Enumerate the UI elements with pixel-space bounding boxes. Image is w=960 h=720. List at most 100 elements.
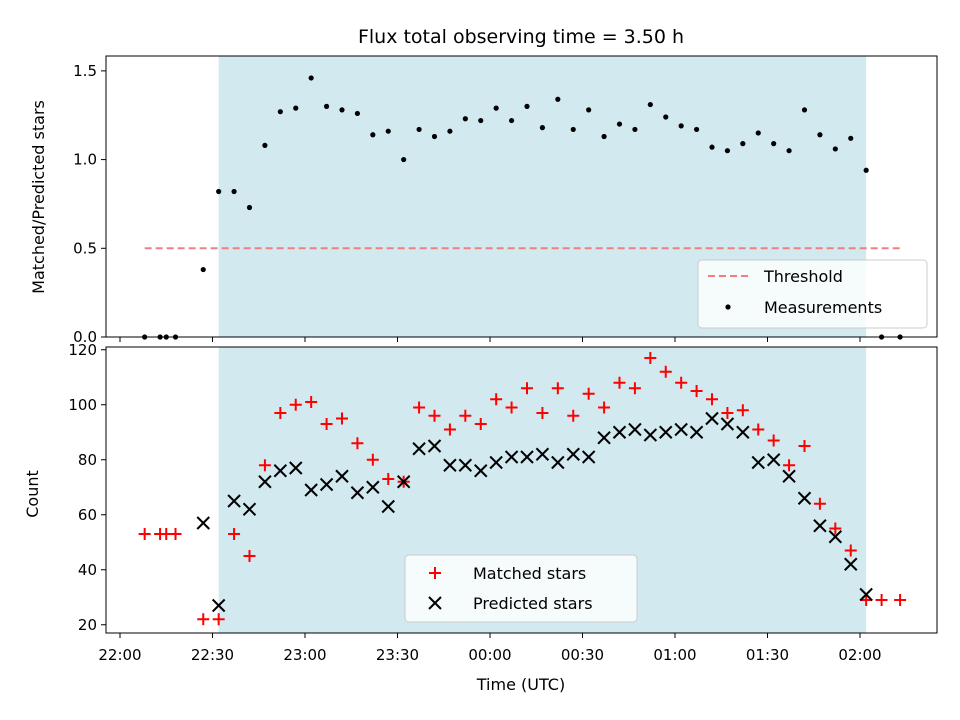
x-tick-label: 23:30 — [376, 646, 419, 664]
matched-star-point — [413, 401, 426, 414]
predicted-star-point — [335, 469, 349, 483]
predicted-star-point — [828, 530, 843, 544]
legend-matched-label: Matched stars — [473, 564, 586, 583]
x-tick-label: 00:00 — [468, 646, 511, 664]
matched-star-point — [305, 396, 318, 408]
measurement-point — [786, 148, 792, 154]
x-tick-label: 02:00 — [838, 646, 881, 664]
top-legend: Threshold Measurements — [697, 259, 928, 329]
measurement-point — [771, 141, 777, 147]
measurement-point — [308, 75, 314, 81]
measurement-point — [431, 133, 438, 140]
matched-star-point — [675, 376, 688, 389]
matched-star-point — [567, 409, 580, 422]
legend-measurements-swatch — [725, 304, 731, 310]
measurement-point — [755, 130, 761, 136]
predicted-star-point — [427, 439, 442, 453]
y-tick-label: 0.5 — [73, 239, 97, 257]
bottom-panel: 20 40 60 80 100 120 22:00 22:30 23:00 23:30 00:00… — [23, 341, 938, 694]
matched-star-point — [736, 404, 749, 417]
matched-star-point — [521, 382, 533, 395]
bottom-legend: Matched stars Predicted stars — [404, 554, 638, 623]
measurement-point — [616, 121, 623, 127]
measurement-point — [200, 266, 206, 273]
matched-star-point — [598, 401, 611, 414]
matched-star-point — [894, 594, 907, 606]
predicted-star-point — [304, 483, 318, 497]
predicted-star-point — [844, 557, 858, 571]
matched-stars-points — [138, 352, 907, 626]
measurement-point — [493, 105, 499, 111]
predicted-star-point — [273, 464, 288, 478]
measurement-point — [277, 109, 283, 115]
predicted-star-point — [689, 425, 704, 439]
x-tick-label: 22:00 — [98, 646, 141, 664]
predicted-star-point — [504, 450, 519, 464]
measurement-point — [848, 135, 854, 141]
matched-star-point — [212, 613, 225, 626]
legend-measurements-label: Measurements — [764, 298, 882, 317]
bottom-legend-box — [404, 554, 638, 623]
matched-star-point — [813, 497, 826, 510]
predicted-star-point — [612, 425, 627, 439]
predicted-star-point — [705, 411, 719, 426]
matched-star-point — [228, 528, 241, 540]
measurement-point — [293, 105, 299, 111]
matched-star-point — [536, 407, 549, 419]
top-y-ticks: 0.0 0.5 1.0 1.5 — [73, 62, 106, 346]
legend-threshold-label: Threshold — [763, 267, 843, 286]
matched-star-point — [644, 352, 657, 364]
predicted-star-point — [412, 442, 426, 456]
measurement-point — [385, 128, 391, 134]
predicted-star-point — [242, 502, 257, 516]
matched-star-point — [443, 423, 456, 436]
predicted-star-point — [628, 422, 642, 437]
predicted-star-point — [443, 458, 457, 472]
predicted-star-point — [366, 480, 380, 494]
predicted-star-point — [797, 491, 812, 505]
matched-star-point — [320, 418, 333, 430]
top-panel: 0.0 0.5 1.0 1.5 Matched/Predicted stars Thr… — [29, 55, 938, 346]
measurement-point — [339, 107, 345, 113]
measurement-point — [724, 148, 731, 154]
y-tick-label: 60 — [78, 506, 97, 524]
predicted-star-point — [551, 455, 565, 470]
y-tick-label: 1.5 — [73, 62, 97, 80]
measurement-point — [555, 96, 561, 102]
matched-star-point — [197, 613, 210, 626]
predicted-star-point — [520, 450, 534, 464]
predicted-star-point — [289, 461, 303, 475]
matched-star-point — [706, 393, 718, 406]
predicted-star-point — [258, 475, 272, 489]
matched-star-point — [351, 437, 364, 450]
measurement-point — [246, 204, 253, 211]
matched-star-point — [474, 418, 487, 430]
predicted-star-point — [643, 428, 658, 442]
measurement-point — [647, 101, 653, 108]
top-legend-box — [697, 259, 928, 329]
legend-predicted-label: Predicted stars — [473, 594, 593, 613]
x-tick-label: 00:30 — [561, 646, 604, 664]
x-tick-label: 01:30 — [746, 646, 789, 664]
measurement-point — [586, 107, 592, 113]
predicted-stars-points — [196, 411, 873, 613]
matched-star-point — [138, 528, 151, 540]
measurement-point — [539, 125, 546, 131]
matched-star-point — [613, 376, 626, 389]
y-tick-label: 120 — [68, 341, 97, 359]
predicted-star-point — [474, 464, 488, 478]
measurement-point — [478, 117, 484, 124]
x-tick-label: 23:00 — [283, 646, 326, 664]
measurement-point — [863, 167, 869, 173]
matched-star-point — [459, 409, 472, 422]
measurement-point — [693, 126, 700, 133]
matched-star-point — [690, 385, 703, 397]
legend-matched-swatch — [429, 567, 441, 579]
top-y-axis-label: Matched/Predicted stars — [29, 100, 48, 294]
measurement-point — [447, 128, 453, 134]
predicted-star-point — [196, 516, 210, 530]
bottom-axes-frame — [105, 346, 938, 634]
predicted-star-point — [396, 475, 411, 489]
predicted-star-point — [674, 422, 688, 437]
